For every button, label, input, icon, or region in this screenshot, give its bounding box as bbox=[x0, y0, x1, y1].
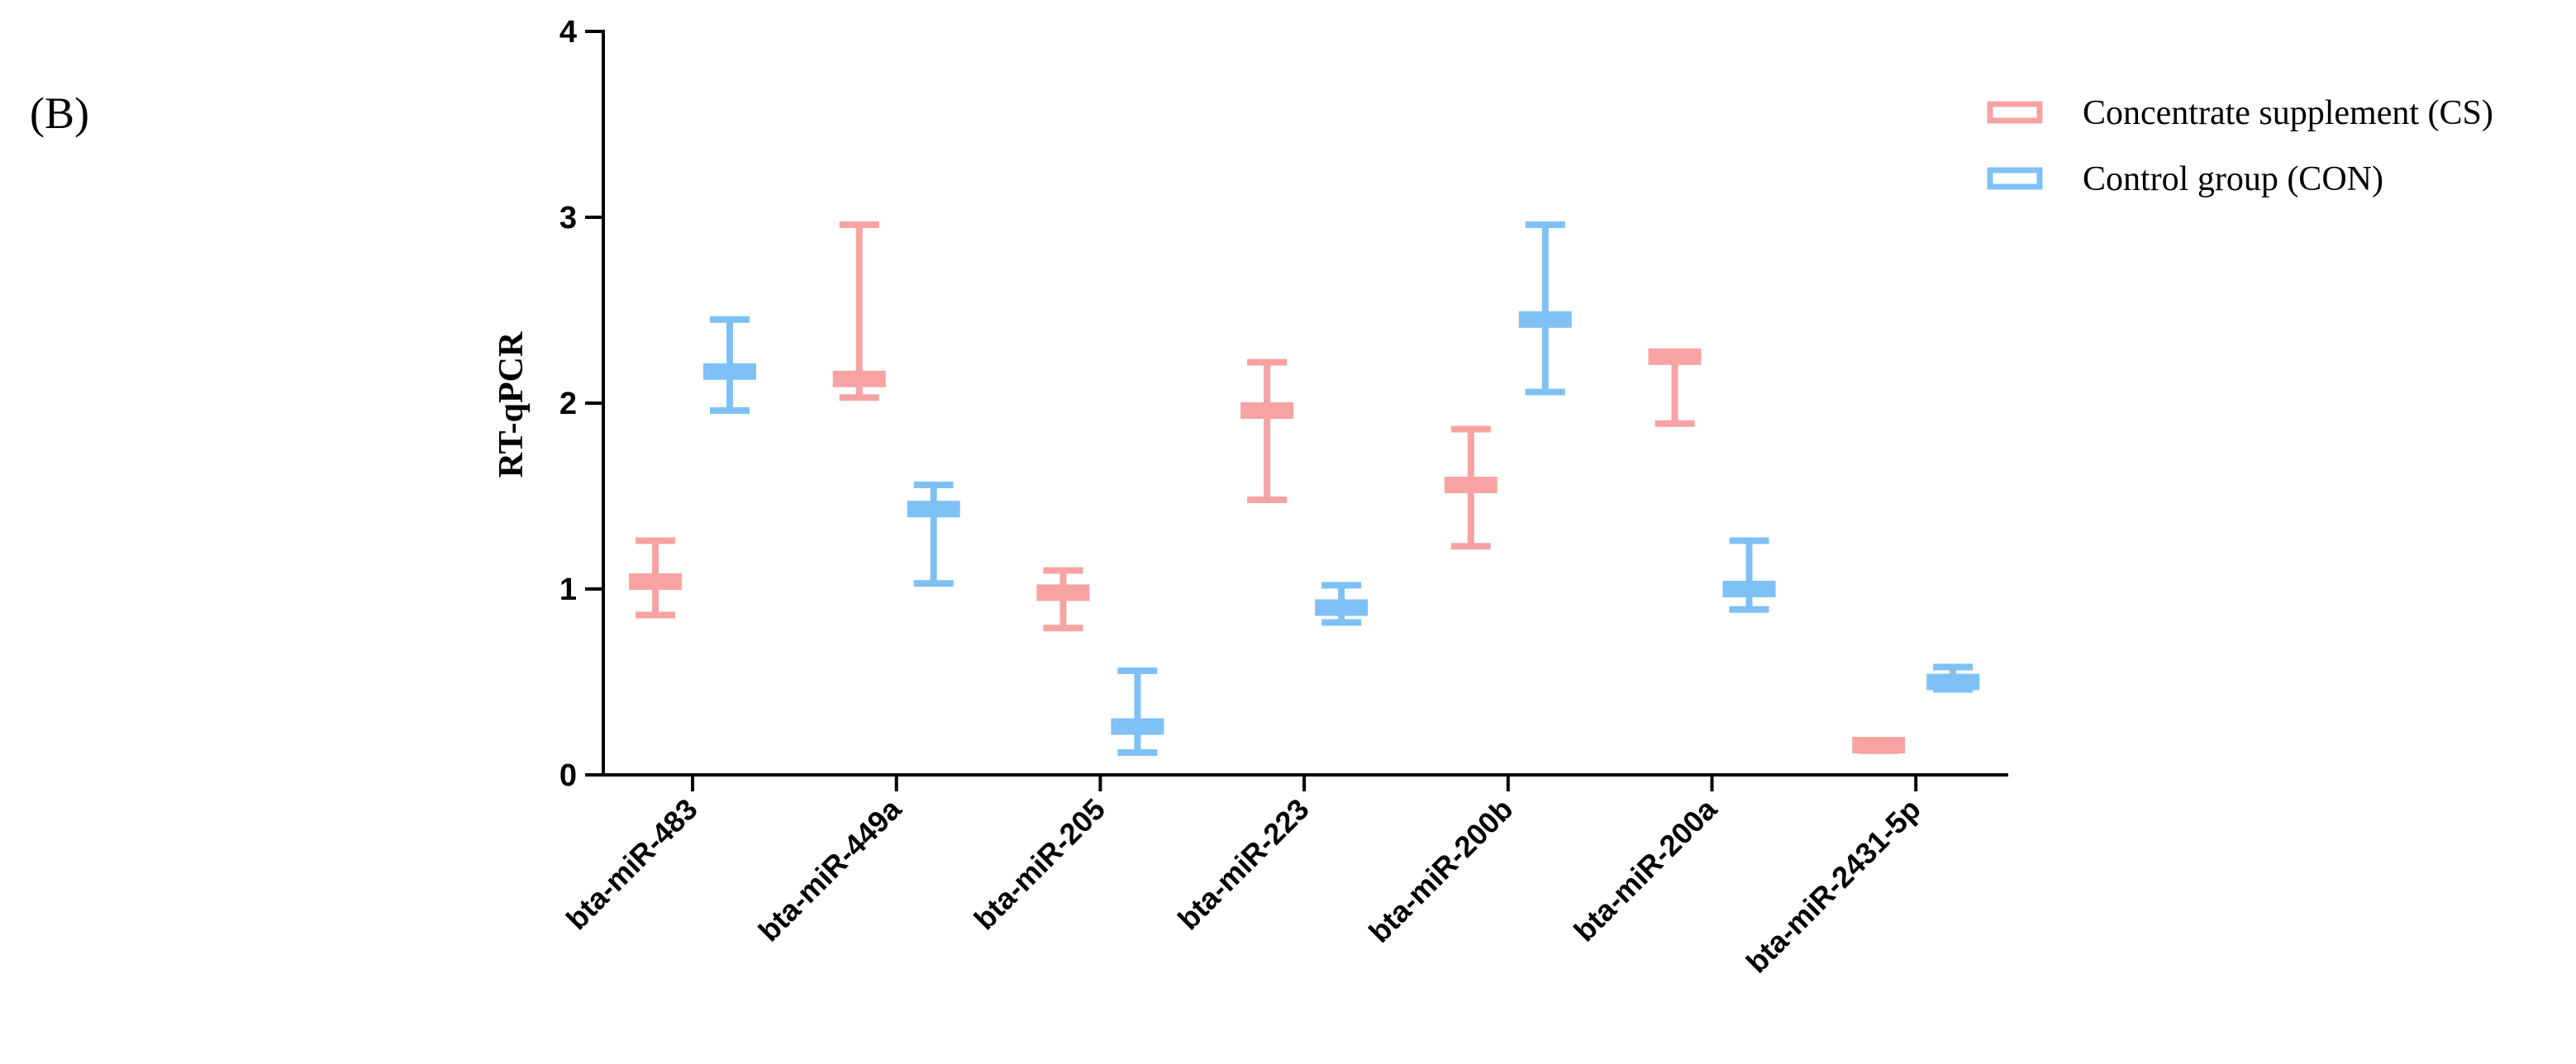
mean-bar bbox=[1926, 673, 1980, 691]
mean-bar bbox=[1036, 584, 1090, 601]
legend-label: Concentrate supplement (CS) bbox=[2083, 94, 2493, 132]
x-tick-label: bta-miR-200b bbox=[1362, 792, 1519, 949]
y-axis-title: RT-qPCR bbox=[493, 331, 531, 477]
y-tick-label: 2 bbox=[559, 387, 577, 421]
y-tick-label: 0 bbox=[559, 758, 577, 793]
y-tick-label: 3 bbox=[559, 201, 577, 235]
mean-bar bbox=[907, 501, 960, 518]
x-tick-label: bta-miR-205 bbox=[967, 792, 1112, 937]
x-tick-label: bta-miR-223 bbox=[1171, 792, 1316, 937]
y-tick-label: 1 bbox=[559, 572, 577, 607]
mean-bar bbox=[703, 363, 756, 380]
mean-bar bbox=[1111, 718, 1164, 735]
legend-label: Control group (CON) bbox=[2083, 160, 2383, 198]
x-tick-label: bta-miR-2431-5p bbox=[1740, 792, 1927, 980]
panel-label: (B) bbox=[30, 88, 89, 138]
mean-bar bbox=[1444, 477, 1498, 493]
mean-bar bbox=[629, 573, 682, 590]
mean-bar bbox=[1722, 581, 1776, 597]
mean-bar bbox=[1852, 737, 1906, 753]
y-tick-label: 4 bbox=[559, 15, 577, 50]
mean-bar bbox=[1240, 402, 1294, 419]
mean-bar bbox=[1518, 311, 1572, 328]
mean-bar bbox=[1648, 348, 1702, 365]
mean-bar bbox=[832, 370, 886, 387]
mean-bar bbox=[1315, 599, 1369, 616]
legend-swatch bbox=[1987, 167, 2043, 190]
x-tick-label: bta-miR-483 bbox=[559, 792, 704, 937]
x-tick-label: bta-miR-200a bbox=[1567, 791, 1724, 948]
x-tick-label: bta-miR-449a bbox=[752, 791, 909, 948]
legend-swatch bbox=[1987, 101, 2043, 124]
